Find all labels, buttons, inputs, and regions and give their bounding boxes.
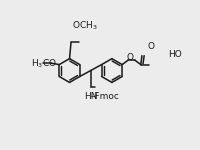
Text: –Fmoc: –Fmoc (90, 92, 119, 101)
Text: H$_3$CO: H$_3$CO (31, 58, 57, 70)
Text: HO: HO (168, 50, 182, 59)
Text: O: O (148, 42, 155, 51)
Text: O: O (127, 53, 134, 62)
Text: OCH$_3$: OCH$_3$ (72, 19, 97, 32)
Text: HN: HN (84, 92, 97, 101)
